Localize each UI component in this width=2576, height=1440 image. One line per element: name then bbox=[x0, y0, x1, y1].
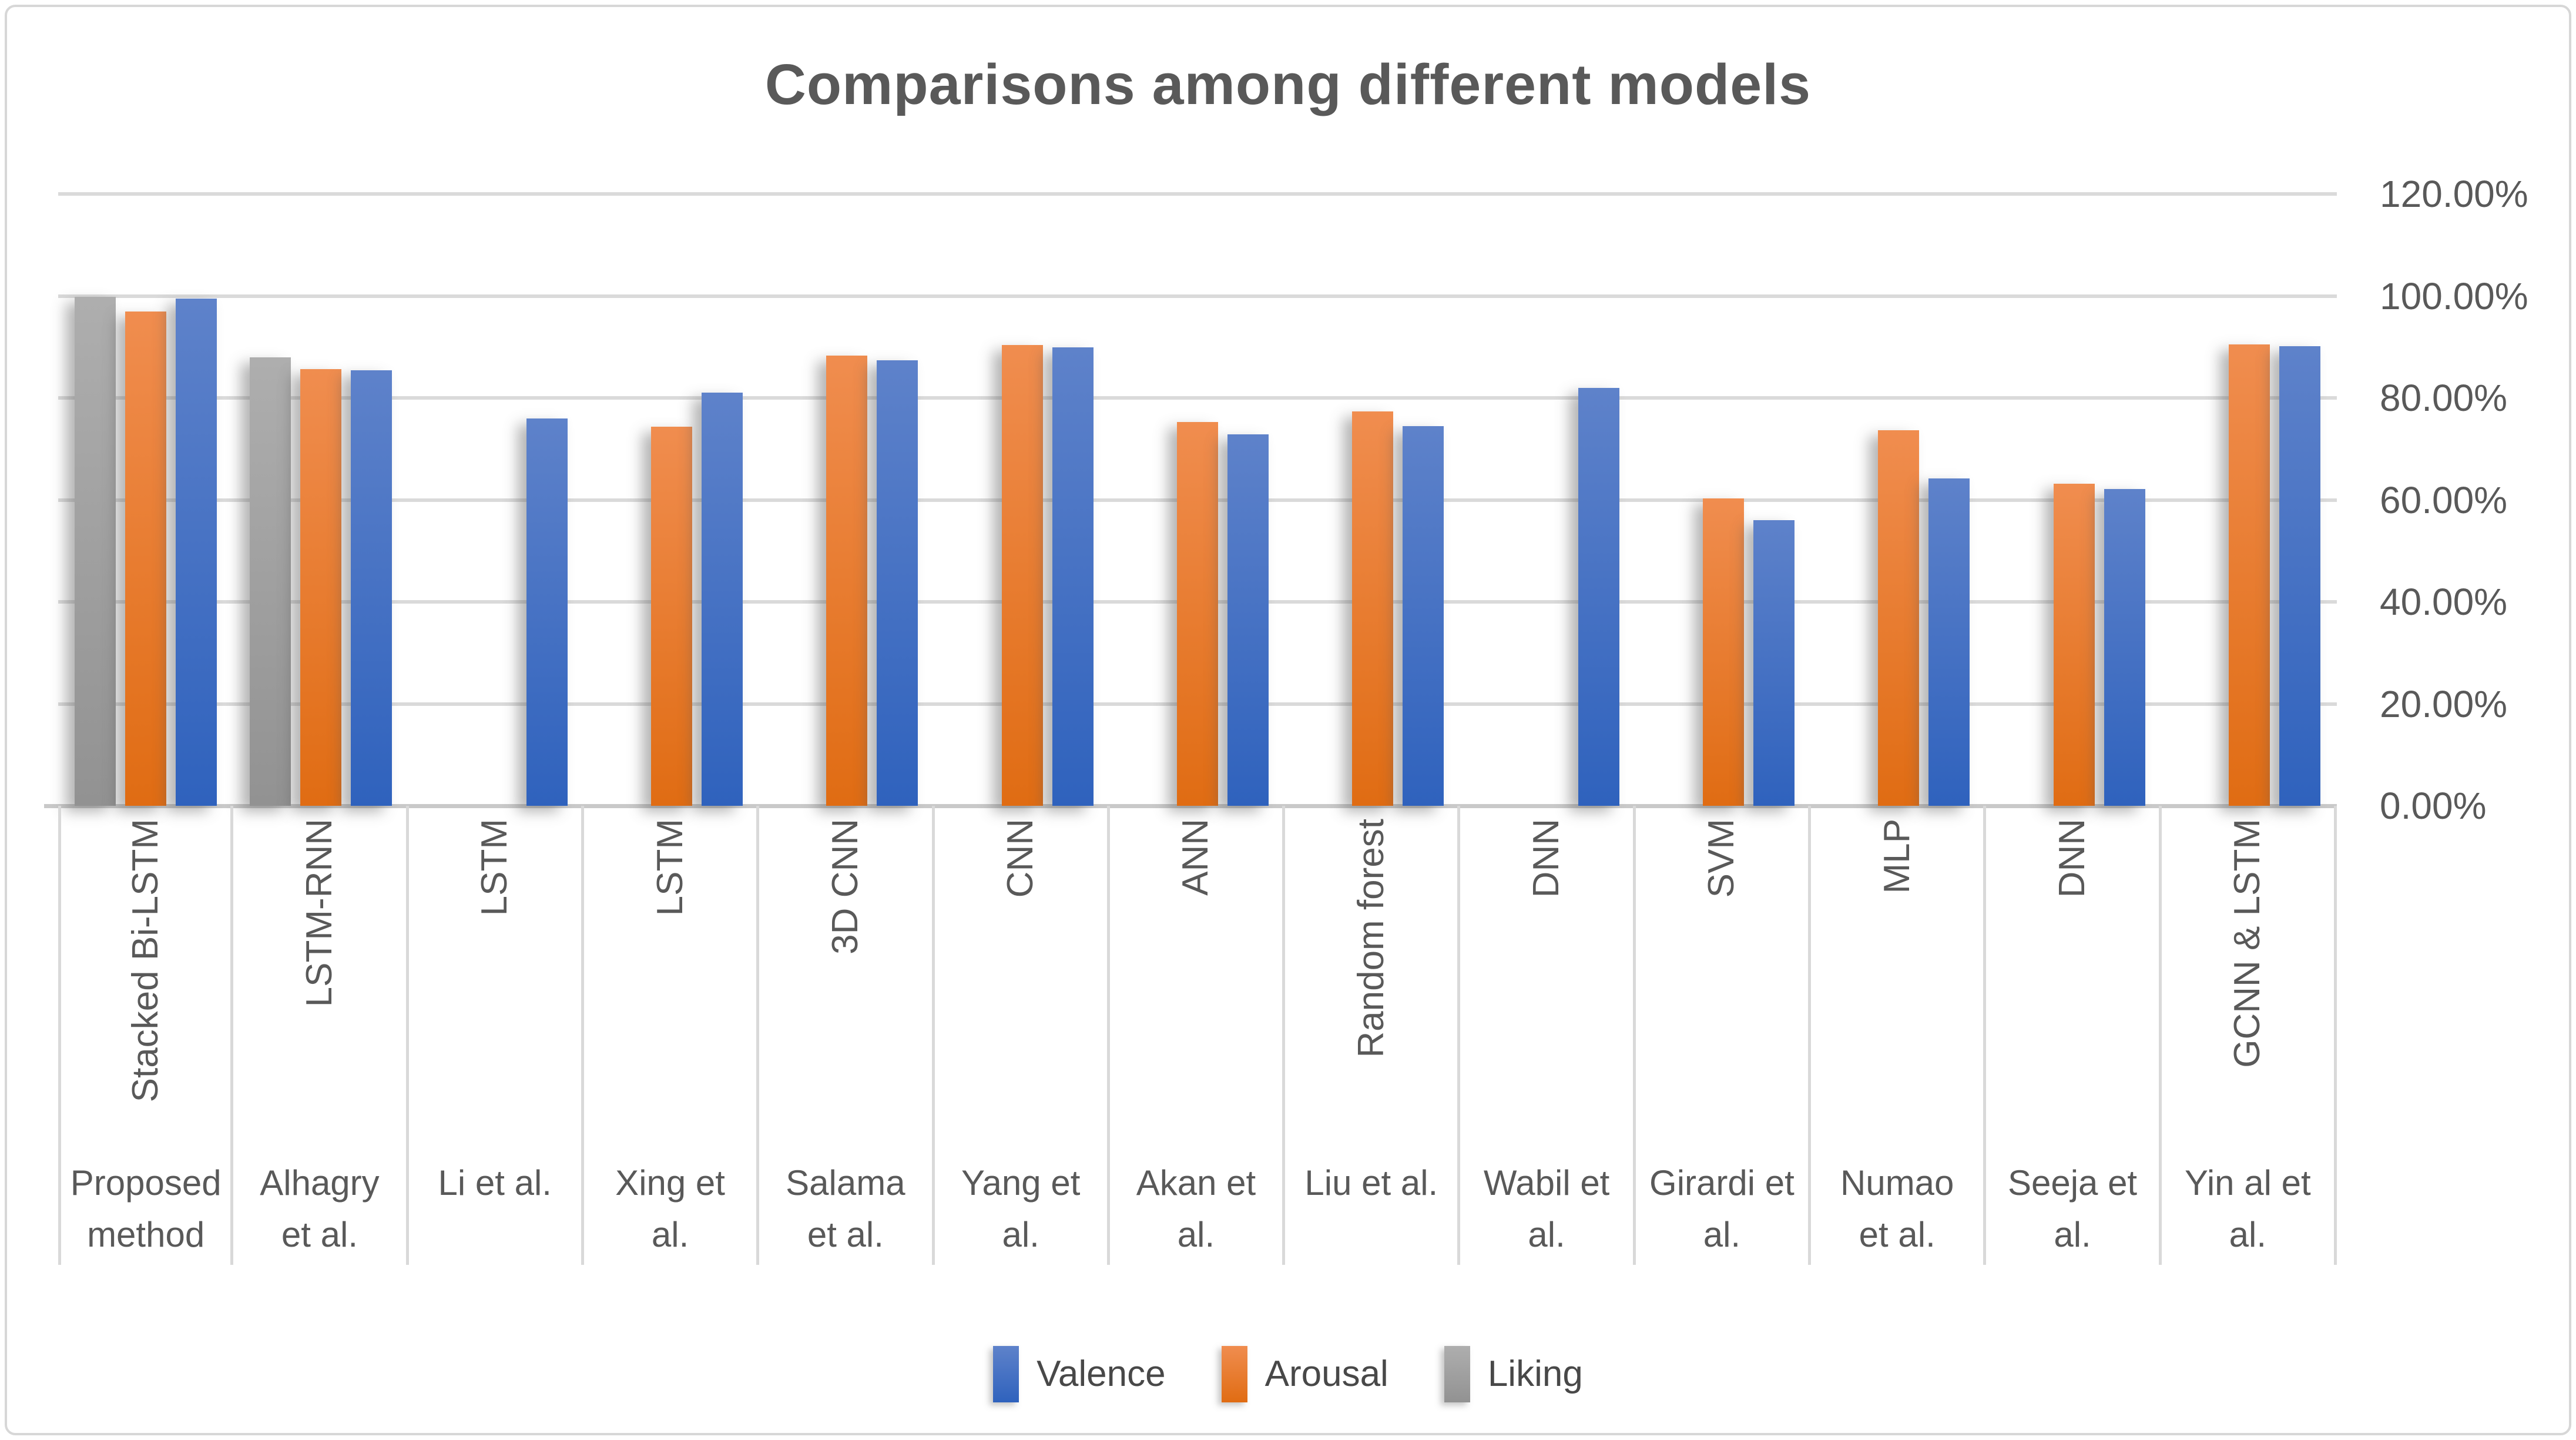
method-label: Random forest bbox=[1350, 819, 1391, 1058]
method-label: DNN bbox=[2052, 819, 2093, 898]
author-label: Proposed method bbox=[70, 1163, 222, 1254]
y-tick-label: 100.00% bbox=[2380, 274, 2528, 317]
legend-label-arousal: Arousal bbox=[1264, 1354, 1388, 1394]
gridline bbox=[58, 396, 2337, 400]
bar-arousal-girardi-et-al- bbox=[1702, 498, 1744, 806]
bar-valence-alhagry-et-al- bbox=[351, 370, 393, 806]
y-tick-label: 0.00% bbox=[2380, 785, 2487, 827]
category-cell: MLP Numao et al. bbox=[1811, 806, 1987, 1265]
bar-arousal-proposed-method bbox=[125, 312, 167, 806]
category-cell: Random forest Liu et al. bbox=[1285, 806, 1461, 1265]
gridline bbox=[58, 192, 2337, 196]
category-cell: SVM Girardi et al. bbox=[1636, 806, 1812, 1265]
bar-valence-seeja-et-al- bbox=[2104, 489, 2145, 806]
category-cell: DNN Seeja et al. bbox=[1986, 806, 2162, 1265]
bar-valence-salama-et-al- bbox=[877, 360, 918, 806]
gridline bbox=[58, 294, 2337, 298]
method-label: LSTM-RNN bbox=[298, 819, 340, 1007]
legend-item-liking: Liking bbox=[1444, 1346, 1583, 1402]
legend-swatch-valence bbox=[993, 1346, 1019, 1402]
bar-arousal-alhagry-et-al- bbox=[300, 369, 342, 806]
category-cell: LSTM Xing et al. bbox=[584, 806, 760, 1265]
legend-label-liking: Liking bbox=[1487, 1354, 1583, 1394]
legend-label-valence: Valence bbox=[1037, 1354, 1166, 1394]
author-label: Alhagry et al. bbox=[260, 1163, 380, 1254]
method-label: SVM bbox=[1701, 819, 1742, 898]
legend-item-valence: Valence bbox=[993, 1346, 1166, 1402]
category-cell: 3D CNN Salama et al. bbox=[759, 806, 935, 1265]
author-label: Akan et al. bbox=[1136, 1163, 1256, 1254]
category-cell: DNN Wabil et al. bbox=[1460, 806, 1636, 1265]
legend-item-arousal: Arousal bbox=[1221, 1346, 1388, 1402]
author-label: Numao et al. bbox=[1840, 1163, 1954, 1254]
bar-valence-yang-et-al- bbox=[1052, 347, 1094, 806]
bar-arousal-yang-et-al- bbox=[1001, 344, 1043, 806]
category-cell: LSTM-RNN Alhagry et al. bbox=[233, 806, 409, 1265]
method-label: 3D CNN bbox=[824, 819, 866, 955]
y-tick-label: 80.00% bbox=[2380, 377, 2508, 419]
method-label: Stacked Bi-LSTM bbox=[125, 819, 166, 1103]
method-label: MLP bbox=[1876, 819, 1917, 894]
method-label: DNN bbox=[1526, 819, 1567, 898]
bar-arousal-numao-et-al- bbox=[1878, 430, 1920, 806]
x-axis-line bbox=[44, 804, 2337, 808]
author-label: Yang et al. bbox=[961, 1163, 1081, 1254]
bar-valence-numao-et-al- bbox=[1928, 478, 1970, 806]
legend-swatch-arousal bbox=[1221, 1346, 1247, 1402]
bar-arousal-yin-al-et-al- bbox=[2228, 344, 2270, 806]
author-label: Girardi et al. bbox=[1649, 1163, 1795, 1254]
method-label: LSTM bbox=[474, 819, 515, 916]
category-cell: ANN Akan et al. bbox=[1110, 806, 1286, 1265]
author-label: Wabil et al. bbox=[1483, 1163, 1610, 1254]
method-label: CNN bbox=[1000, 819, 1041, 898]
bar-valence-xing-et-al- bbox=[702, 393, 743, 806]
bar-valence-liu-et-al- bbox=[1403, 426, 1444, 806]
method-label: ANN bbox=[1175, 819, 1216, 896]
category-cell: LSTM Li et al. bbox=[409, 806, 584, 1265]
y-tick-label: 20.00% bbox=[2380, 682, 2508, 725]
bar-valence-wabil-et-al- bbox=[1578, 387, 1619, 806]
bar-arousal-seeja-et-al- bbox=[2053, 483, 2095, 806]
author-label: Li et al. bbox=[438, 1163, 552, 1203]
bar-arousal-xing-et-al- bbox=[651, 426, 693, 806]
bar-valence-girardi-et-al- bbox=[1753, 520, 1795, 806]
bar-valence-akan-et-al- bbox=[1227, 434, 1269, 806]
bar-valence-yin-al-et-al- bbox=[2279, 346, 2320, 806]
method-label: LSTM bbox=[649, 819, 690, 916]
y-tick-label: 120.00% bbox=[2380, 173, 2528, 215]
category-cell: CNN Yang et al. bbox=[935, 806, 1110, 1265]
author-label: Seeja et al. bbox=[2007, 1163, 2138, 1254]
method-label: GCNN & LSTM bbox=[2227, 819, 2268, 1068]
author-label: Liu et al. bbox=[1304, 1163, 1438, 1203]
bar-valence-li-et-al- bbox=[526, 418, 568, 806]
author-label: Xing et al. bbox=[615, 1163, 725, 1254]
bar-arousal-liu-et-al- bbox=[1352, 411, 1394, 806]
bar-liking-proposed-method bbox=[75, 297, 116, 806]
category-cell: Stacked Bi-LSTM Proposed method bbox=[58, 806, 234, 1265]
legend-swatch-liking bbox=[1444, 1346, 1470, 1402]
author-label: Salama et al. bbox=[786, 1163, 905, 1254]
category-cell: GCNN & LSTM Yin al et al. bbox=[2162, 806, 2337, 1265]
y-tick-label: 60.00% bbox=[2380, 478, 2508, 521]
bar-liking-alhagry-et-al- bbox=[250, 357, 291, 806]
bar-arousal-salama-et-al- bbox=[826, 355, 868, 806]
y-tick-label: 40.00% bbox=[2380, 581, 2508, 623]
chart-title: Comparisons among different models bbox=[764, 52, 1812, 116]
bar-valence-proposed-method bbox=[176, 298, 217, 806]
bar-arousal-akan-et-al- bbox=[1177, 421, 1218, 806]
legend: Valence Arousal Liking bbox=[0, 1346, 2576, 1402]
author-label: Yin al et al. bbox=[2185, 1163, 2311, 1254]
